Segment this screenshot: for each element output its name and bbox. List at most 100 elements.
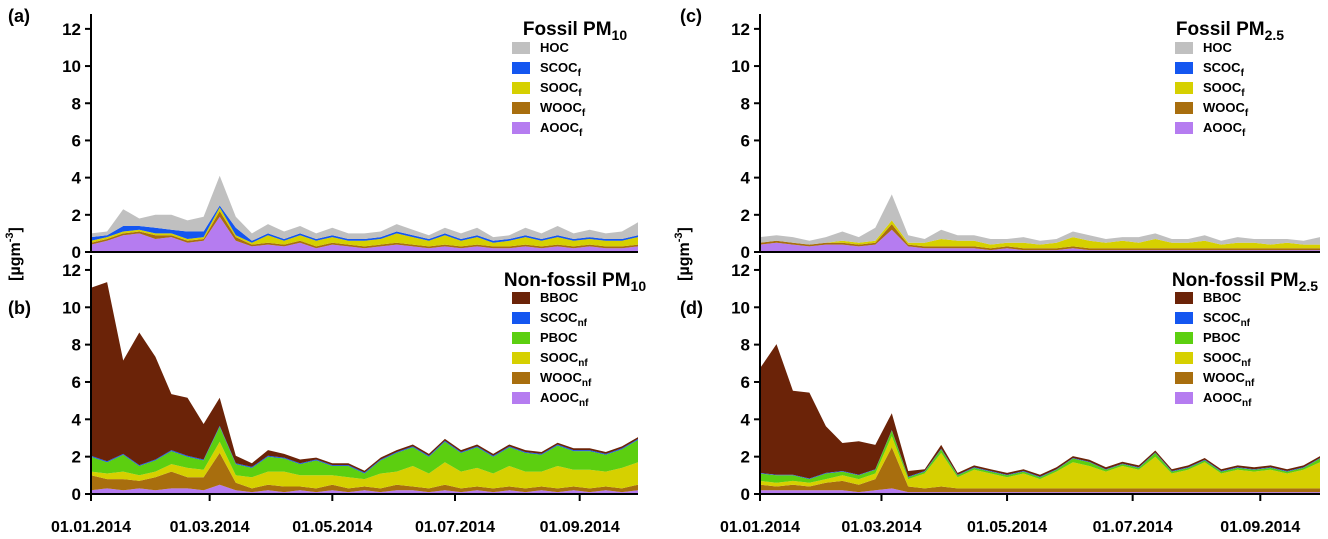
legend-name: PBOC <box>540 330 578 345</box>
x-tick-label: 01.09.2014 <box>1220 519 1300 536</box>
area-hoc <box>91 175 638 241</box>
y-tick-label: 12 <box>731 261 750 280</box>
legend-swatch <box>512 82 530 94</box>
title-main: Non-fossil PM <box>1172 270 1299 291</box>
area-pboc <box>760 430 1320 483</box>
y-tick-label: 2 <box>741 448 750 467</box>
area-wooc-nf <box>760 447 1320 493</box>
legend-name: HOC <box>1203 40 1233 55</box>
y-tick-label: 10 <box>731 298 750 317</box>
legend-label: BBOC <box>540 290 579 305</box>
y-tick-label: 0 <box>72 485 81 504</box>
legend-name: SOOC <box>1203 80 1242 95</box>
y-axis-title-sup: -3 <box>673 233 685 243</box>
y-axis-title-close: ] <box>676 227 693 232</box>
legend-swatch <box>1175 42 1193 54</box>
panel-title-b: Non-fossil PM10 <box>504 270 646 294</box>
legend-name: SCOC <box>540 310 578 325</box>
y-tick-label: 0 <box>72 243 81 262</box>
y-tick-label: 10 <box>731 57 750 76</box>
y-tick-label: 6 <box>741 131 750 150</box>
area-sooc-f <box>91 207 638 247</box>
legend-name: AOOC <box>540 120 580 135</box>
area-bboc <box>760 344 1320 479</box>
legend-swatch <box>1175 292 1193 304</box>
legend-label: WOOCnf <box>1203 370 1255 389</box>
y-tick-label: 2 <box>72 206 81 225</box>
y-tick-label: 2 <box>741 206 750 225</box>
legend-name: SOOC <box>540 350 579 365</box>
legend-subscript: nf <box>1241 318 1251 329</box>
legend-label: SCOCnf <box>1203 310 1251 329</box>
x-tick-label: 01.05.2014 <box>292 519 372 536</box>
legend-name: AOOC <box>1203 390 1243 405</box>
y-axis-title: [µgm-3] <box>4 227 24 281</box>
legend-subscript: nf <box>578 358 588 369</box>
legend-swatch <box>1175 312 1193 324</box>
legend-label: PBOC <box>1203 330 1241 345</box>
panel-label-a: (a) <box>8 6 30 26</box>
legend-label: SOOCnf <box>540 350 588 369</box>
legend-label: SOOCf <box>540 80 582 99</box>
title-main: Fossil PM <box>1176 19 1265 40</box>
title-subscript: 10 <box>612 27 628 43</box>
legend-swatch <box>512 62 530 74</box>
legend-swatch <box>512 392 530 404</box>
x-tick-label: 01.09.2014 <box>540 519 620 536</box>
legend-subscript: f <box>1241 68 1245 79</box>
legend-swatch <box>512 292 530 304</box>
title-subscript: 2.5 <box>1299 278 1319 294</box>
area-bboc <box>91 282 638 473</box>
legend-subscript: nf <box>1242 398 1252 409</box>
legend-label: AOOCf <box>540 120 583 139</box>
x-tick-label: 01.07.2014 <box>415 519 495 536</box>
legend-subscript: f <box>582 108 586 119</box>
y-tick-label: 10 <box>62 57 81 76</box>
y-tick-label: 8 <box>741 94 750 113</box>
legend-name: AOOC <box>1203 120 1243 135</box>
legend-subscript: f <box>1241 88 1245 99</box>
legend-name: WOOC <box>540 370 582 385</box>
area-pboc <box>91 426 638 480</box>
legend-swatch <box>1175 82 1193 94</box>
legend-swatch <box>512 102 530 114</box>
legend-swatch <box>1175 102 1193 114</box>
legend-swatch <box>1175 62 1193 74</box>
legend-name: WOOC <box>540 100 582 115</box>
y-tick-label: 6 <box>741 373 750 392</box>
legend-subscript: f <box>578 68 582 79</box>
legend-swatch <box>512 352 530 364</box>
legend-swatch <box>512 122 530 134</box>
area-aooc-f <box>760 229 1320 252</box>
legend-name: SCOC <box>1203 60 1241 75</box>
legend-swatch <box>1175 332 1193 344</box>
y-tick-label: 4 <box>741 169 751 188</box>
legend-label: SCOCnf <box>540 310 588 329</box>
x-tick-label: 01.07.2014 <box>1093 519 1173 536</box>
legend-label: WOOCnf <box>540 370 592 389</box>
y-tick-label: 10 <box>62 298 81 317</box>
legend-name: HOC <box>540 40 570 55</box>
legend-label: WOOCf <box>1203 100 1249 119</box>
area-wooc-nf <box>91 452 638 493</box>
legend-swatch <box>1175 392 1193 404</box>
legend-name: BBOC <box>1203 290 1242 305</box>
y-tick-label: 6 <box>72 131 81 150</box>
y-tick-label: 4 <box>741 410 751 429</box>
y-axis-title: [µgm-3] <box>673 227 693 281</box>
area-sooc-nf <box>91 441 638 489</box>
y-axis-title-sup: -3 <box>4 233 16 243</box>
legend-subscript: f <box>578 88 582 99</box>
y-tick-label: 2 <box>72 448 81 467</box>
panel-label-c: (c) <box>680 6 702 26</box>
legend-name: WOOC <box>1203 370 1245 385</box>
y-tick-label: 12 <box>62 20 81 39</box>
legend-subscript: f <box>579 128 583 139</box>
legend-name: BBOC <box>540 290 579 305</box>
title-subscript: 2.5 <box>1265 27 1285 43</box>
area-aooc-nf <box>760 488 1320 494</box>
legend-label: AOOCf <box>1203 120 1246 139</box>
